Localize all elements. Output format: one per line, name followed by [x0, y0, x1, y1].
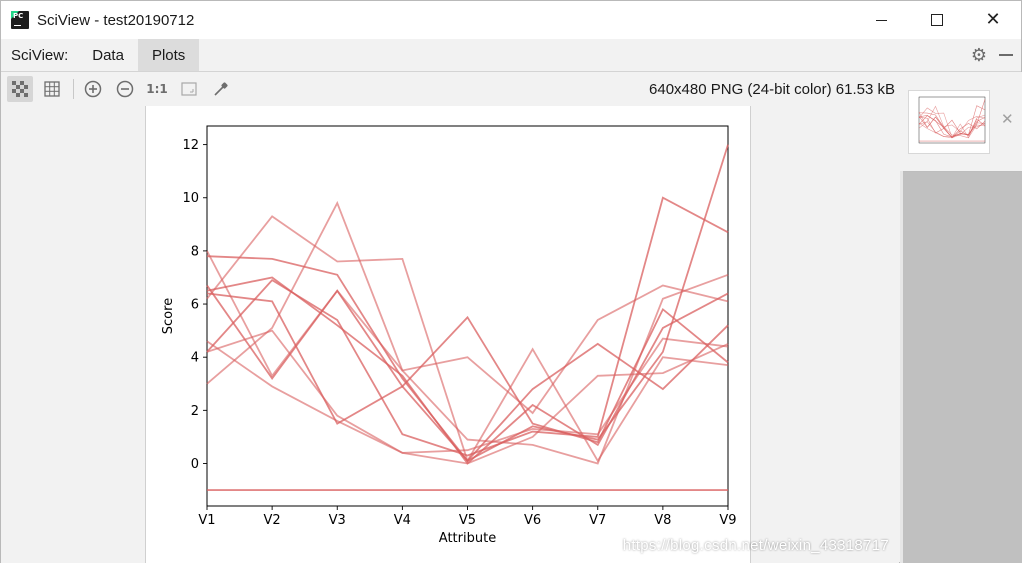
tab-plots-label: Plots [151, 46, 186, 64]
zoom-out-button[interactable] [112, 76, 138, 102]
y-tick-label-10: 10 [182, 191, 199, 206]
fit-screen-icon [181, 82, 197, 96]
plot-image[interactable]: V1 V2 V3 V4 V5 V6 V7 V8 V9 0 2 4 6 8 10 12 Attribute Scor… [145, 106, 751, 563]
plots-thumbnail-panel: ✕ [900, 72, 1022, 563]
menubar-actions: ⚙ [971, 39, 1013, 71]
y-tick-label-4: 4 [191, 351, 199, 366]
menu-bar: SciView: Data Plots ⚙ [1, 39, 1021, 72]
plot-frame [918, 96, 986, 144]
y-tick-label-12: 12 [182, 138, 199, 153]
plot-viewport[interactable]: V1 V2 V3 V4 V5 V6 V7 V8 V9 0 2 4 6 8 10 12 Attribute Scor… [1, 106, 899, 563]
toolbar-separator [73, 79, 74, 99]
hide-panel-icon[interactable] [999, 54, 1013, 56]
transparent-checker-icon [12, 81, 28, 97]
watermark-text: https://blog.csdn.net/weixin_43318717 [622, 537, 889, 554]
y-tick-label-6: 6 [191, 298, 199, 313]
grid-button[interactable] [39, 76, 65, 102]
pycharm-app-icon: PC [11, 11, 29, 29]
series-line-10 [918, 121, 986, 137]
maximize-button[interactable] [909, 1, 965, 39]
x-tick-label-V1: V1 [198, 513, 215, 528]
actual-size-icon: 1:1 [146, 82, 168, 96]
zoom-in-button[interactable] [80, 76, 106, 102]
x-tick-label-V3: V3 [329, 513, 346, 528]
transparent-checker-button[interactable] [7, 76, 33, 102]
x-tick-label-V9: V9 [719, 513, 736, 528]
y-tick-label-8: 8 [191, 244, 199, 259]
tab-data-label: Data [92, 46, 124, 64]
series-line-9 [206, 276, 729, 465]
tab-plots[interactable]: Plots [137, 39, 200, 71]
image-toolbar: 1:1 640x480 PNG (24-bit color) 61.53 kB [1, 72, 899, 106]
series-line-7 [206, 292, 729, 463]
minimize-button[interactable] [853, 1, 909, 39]
x-tick-label-V4: V4 [394, 513, 411, 528]
y-axis-label: Score [161, 298, 176, 334]
window-controls: ✕ [853, 1, 1021, 39]
x-tick-label-V8: V8 [654, 513, 671, 528]
image-info: 640x480 PNG (24-bit color) 61.53 kB [649, 80, 895, 98]
x-tick-label-V7: V7 [589, 513, 606, 528]
actual-size-button[interactable]: 1:1 [144, 76, 170, 102]
title-bar[interactable]: PC SciView - test20190712 ✕ [1, 1, 1021, 39]
plot-thumbnail[interactable] [908, 90, 990, 154]
x-tick-label-V6: V6 [524, 513, 541, 528]
series-line-5 [918, 116, 986, 136]
sciview-label: SciView: [11, 46, 69, 64]
series-line-4 [918, 105, 986, 133]
close-button[interactable]: ✕ [965, 1, 1021, 39]
series-line-8 [206, 250, 729, 465]
minimize-icon [875, 19, 887, 21]
color-picker-icon [214, 82, 228, 96]
grid-icon [44, 81, 60, 97]
close-thumbnail-icon[interactable]: ✕ [1001, 110, 1014, 128]
panel-divider [900, 171, 903, 563]
color-picker-button[interactable] [208, 76, 234, 102]
series-line-5 [206, 284, 729, 444]
x-tick-label-V2: V2 [264, 513, 281, 528]
zoom-out-icon [116, 80, 134, 98]
x-axis-label: Attribute [439, 531, 496, 546]
gear-icon[interactable]: ⚙ [970, 44, 987, 66]
series-line-10 [206, 329, 729, 454]
zoom-in-icon [84, 80, 102, 98]
close-icon: ✕ [985, 9, 1001, 30]
series-line-4 [206, 200, 729, 415]
plot-thumbnail-image [918, 96, 986, 144]
thumbnail-list: ✕ [900, 72, 1022, 172]
plot-frame [206, 125, 729, 507]
fit-screen-button[interactable] [176, 76, 202, 102]
parallel-coordinates-chart: V1 V2 V3 V4 V5 V6 V7 V8 V9 0 2 4 6 8 10 12 Attribute Scor… [161, 125, 737, 546]
y-tick-label-0: 0 [191, 457, 199, 472]
series-line-8 [918, 111, 986, 139]
maximize-icon [931, 14, 943, 26]
tab-data[interactable]: Data [78, 39, 138, 71]
window-title: SciView - test20190712 [37, 11, 195, 29]
x-tick-label-V5: V5 [459, 513, 476, 528]
y-tick-label-2: 2 [191, 404, 199, 419]
series-line-2 [206, 215, 729, 464]
